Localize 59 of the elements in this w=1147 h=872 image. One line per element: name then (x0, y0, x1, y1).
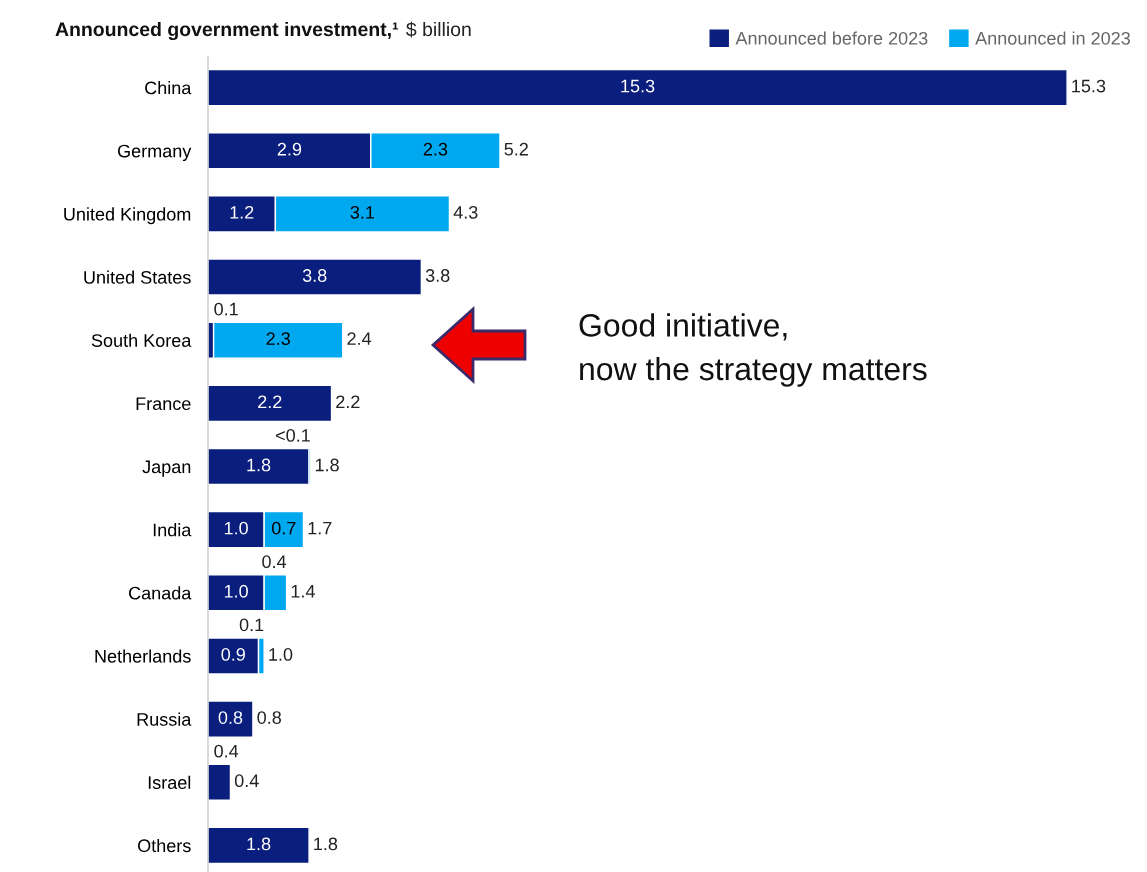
legend-label: Announced before 2023 (735, 31, 928, 45)
total-label: 4.3 (453, 205, 478, 219)
annotation: Good initiative, now the strategy matters (579, 313, 927, 387)
data-label: 2.9 (277, 142, 302, 156)
data-label: 0.8 (218, 711, 243, 724)
y-tick-label: Netherlands (95, 649, 191, 663)
data-label: 0.4 (262, 555, 287, 569)
bar (208, 763, 232, 801)
data-label: 0.1 (239, 618, 264, 632)
total-label: 15.3 (1072, 79, 1106, 93)
data-label: 3.1 (350, 205, 375, 219)
total-label: 2.2 (336, 395, 360, 409)
y-tick-label: Japan (142, 460, 191, 477)
y-tick-label: United States (84, 270, 191, 284)
data-label: 1.8 (247, 837, 271, 851)
total-label: 1.4 (291, 585, 315, 598)
total-label: 5.2 (504, 142, 528, 156)
total-label: 2.4 (347, 332, 372, 345)
data-label: 1.8 (247, 458, 271, 472)
y-tick-label: India (153, 523, 192, 537)
y-tick-label: Israel (148, 775, 191, 789)
total-label: 0.4 (234, 774, 259, 788)
bar (208, 258, 423, 296)
y-tick-label: United Kingdom (64, 207, 191, 225)
y-tick-label: Canada (129, 586, 192, 600)
data-label: 0.1 (214, 302, 238, 316)
chart-title: Announced government investment,¹ (55, 21, 398, 41)
data-label: 1.0 (224, 521, 248, 535)
data-label: 15.3 (621, 79, 655, 93)
total-label: 3.8 (425, 269, 450, 282)
legend-label: Announced in 2023 (975, 31, 1130, 45)
total-label: 1.0 (269, 648, 293, 661)
data-label: 0.7 (271, 521, 296, 535)
bar (208, 68, 1068, 107)
bar (212, 321, 344, 359)
data-label: <0.1 (276, 428, 310, 442)
y-tick-label: China (145, 81, 192, 95)
data-label: 1.2 (230, 205, 254, 219)
bar (208, 826, 310, 865)
data-label: 2.3 (423, 142, 448, 156)
data-label: 2.3 (266, 332, 290, 346)
y-tick-label: Russia (137, 712, 192, 726)
total-label: 1.8 (315, 458, 339, 472)
y-tick-label: South Korea (91, 333, 192, 347)
total-label: 1.8 (314, 837, 338, 851)
bar (208, 700, 254, 738)
total-label: 0.8 (257, 711, 281, 724)
y-tick-label: Germany (118, 144, 192, 162)
chart-subtitle: $ billion (406, 21, 471, 38)
bar (208, 447, 310, 486)
data-label: 0.4 (214, 744, 239, 758)
y-tick-label: France (136, 397, 191, 411)
bar (208, 384, 333, 423)
total-label: 1.7 (308, 521, 332, 535)
data-label: 3.8 (302, 269, 327, 282)
data-label: 0.9 (221, 648, 245, 661)
data-label: 1.0 (224, 584, 248, 598)
data-label: 2.2 (258, 395, 282, 409)
y-tick-label: Others (138, 838, 191, 853)
